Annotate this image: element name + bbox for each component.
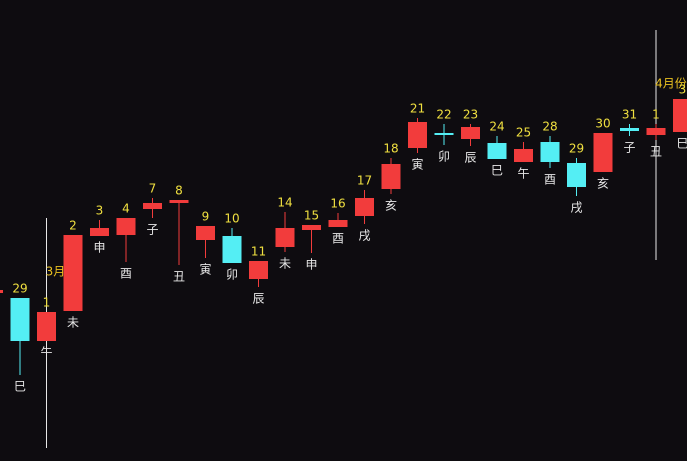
branch-label: 辰 <box>252 292 264 306</box>
branch-label: 子 <box>623 141 635 155</box>
candle-body <box>116 218 136 235</box>
day-label: 7 <box>149 182 157 196</box>
day-label: 17 <box>357 174 372 188</box>
branch-label: 亥 <box>385 199 397 213</box>
candle-body <box>408 122 427 148</box>
day-label: 30 <box>595 117 610 131</box>
candle-body <box>143 203 162 209</box>
candle-body <box>37 312 56 341</box>
day-label: 9 <box>202 210 210 224</box>
branch-label: 辰 <box>464 151 476 165</box>
branch-label: 申 <box>305 258 317 272</box>
day-label: 28 <box>542 120 557 134</box>
branch-label: 未 <box>67 316 79 330</box>
branch-label: 亥 <box>597 177 609 191</box>
branch-label: 巳 <box>491 164 503 178</box>
candle-body <box>275 228 295 247</box>
branch-label: 丑 <box>650 145 662 159</box>
month-label: 4月份 <box>655 77 687 91</box>
day-label: 23 <box>463 108 478 122</box>
candle-body <box>620 128 639 131</box>
branch-label: 戌 <box>358 229 370 243</box>
branch-label: 酉 <box>332 232 344 246</box>
candle-body <box>673 99 687 132</box>
day-label: 22 <box>436 108 451 122</box>
branch-label: 子 <box>146 223 158 237</box>
candle-body <box>196 226 215 240</box>
branch-label: 巳 <box>676 137 687 151</box>
branch-label: 卯 <box>226 268 238 282</box>
day-label: 25 <box>516 126 531 140</box>
day-label: 16 <box>330 197 345 211</box>
candle-body <box>10 298 30 341</box>
candle-body <box>222 236 242 263</box>
day-label: 8 <box>175 184 183 198</box>
candle-body <box>381 164 401 189</box>
candle-body <box>249 261 268 279</box>
branch-label: 卯 <box>438 150 450 164</box>
day-label: 24 <box>489 120 504 134</box>
branch-label: 丑 <box>173 270 185 284</box>
day-label: 18 <box>383 142 398 156</box>
day-label: 29 <box>569 142 584 156</box>
candle-body <box>514 149 533 162</box>
branch-label: 巳 <box>14 380 26 394</box>
day-label: 4 <box>122 202 130 216</box>
day-label: 15 <box>304 209 319 223</box>
day-label: 21 <box>410 102 425 116</box>
branch-label: 申 <box>93 241 105 255</box>
candle-body <box>567 163 586 187</box>
day-label: 3 <box>96 204 104 218</box>
day-label: 1 <box>652 108 660 122</box>
candle-body <box>90 228 109 236</box>
branch-label: 寅 <box>411 157 423 172</box>
day-label: 10 <box>224 212 239 226</box>
day-label: 14 <box>277 196 292 210</box>
day-label: 11 <box>251 245 266 259</box>
candle-body <box>63 235 83 311</box>
branch-label: 未 <box>279 257 291 271</box>
branch-label: 寅 <box>199 262 211 277</box>
branch-label: 午 <box>517 167 529 181</box>
day-label: 31 <box>622 108 637 122</box>
candle-body <box>487 143 507 159</box>
branch-label: 午 <box>40 346 52 360</box>
day-label: 29 <box>12 282 27 296</box>
day-label: 2 <box>69 219 77 233</box>
candle-body <box>593 133 613 172</box>
branch-label: 酉 <box>120 267 132 281</box>
branch-label: 酉 <box>544 173 556 187</box>
candle-body <box>434 133 454 135</box>
branch-label: 戌 <box>570 201 582 215</box>
candle-body <box>169 200 189 203</box>
day-label: 3 <box>679 83 687 97</box>
day-label: 1 <box>43 296 51 310</box>
candle-body <box>302 225 321 230</box>
candle-body <box>461 127 480 139</box>
candle-body <box>355 198 374 216</box>
candle-body <box>0 290 3 293</box>
candle-body <box>646 128 666 135</box>
candle-body <box>540 142 560 162</box>
candle-body <box>328 220 348 227</box>
